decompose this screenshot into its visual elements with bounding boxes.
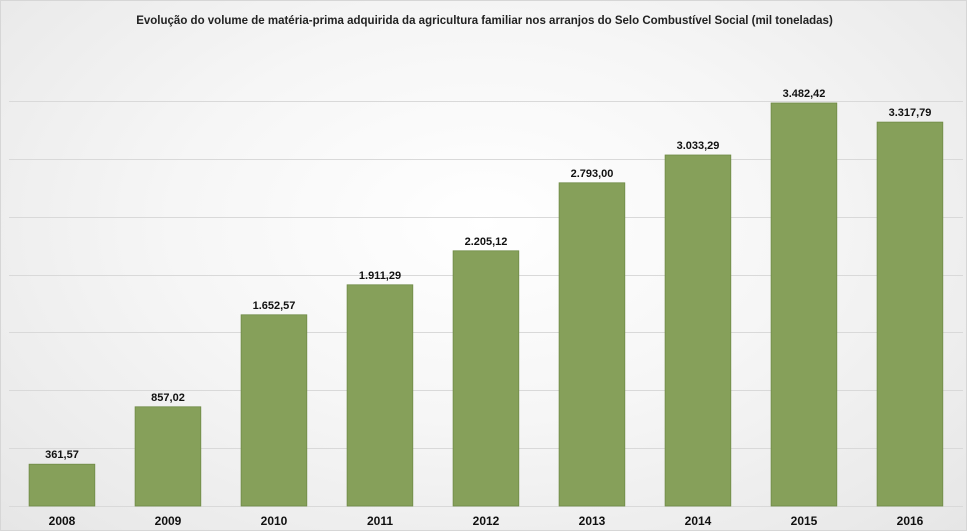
x-tick-label-2012: 2012 bbox=[473, 514, 500, 528]
x-tick-label-2015: 2015 bbox=[791, 514, 818, 528]
bar-2013 bbox=[558, 182, 626, 507]
x-tick-label-2014: 2014 bbox=[685, 514, 712, 528]
x-tick-label-2016: 2016 bbox=[897, 514, 924, 528]
data-label-2012: 2.205,12 bbox=[465, 236, 508, 248]
bar-2011 bbox=[346, 284, 414, 507]
data-label-2008: 361,57 bbox=[45, 449, 79, 461]
bar-2009 bbox=[134, 406, 202, 507]
x-tick-label-2010: 2010 bbox=[261, 514, 288, 528]
data-label-2010: 1.652,57 bbox=[253, 300, 296, 312]
x-tick-label-2008: 2008 bbox=[49, 514, 76, 528]
bar-2012 bbox=[452, 250, 520, 507]
bar-2008 bbox=[28, 463, 96, 507]
x-tick-label-2011: 2011 bbox=[367, 514, 393, 528]
data-label-2011: 1.911,29 bbox=[359, 270, 401, 282]
bar-2014 bbox=[664, 154, 732, 507]
x-tick-label-2009: 2009 bbox=[155, 514, 182, 528]
bar-2016 bbox=[876, 121, 944, 507]
data-label-2009: 857,02 bbox=[151, 392, 185, 404]
data-label-2015: 3.482,42 bbox=[783, 88, 826, 100]
chart-title: Evolução do volume de matéria-prima adqu… bbox=[136, 15, 833, 27]
data-label-2016: 3.317,79 bbox=[889, 107, 932, 119]
data-label-2014: 3.033,29 bbox=[677, 140, 720, 152]
bar-2015 bbox=[770, 102, 838, 507]
x-tick-label-2013: 2013 bbox=[579, 514, 606, 528]
bar-2010 bbox=[240, 314, 308, 507]
data-label-2013: 2.793,00 bbox=[571, 168, 614, 180]
